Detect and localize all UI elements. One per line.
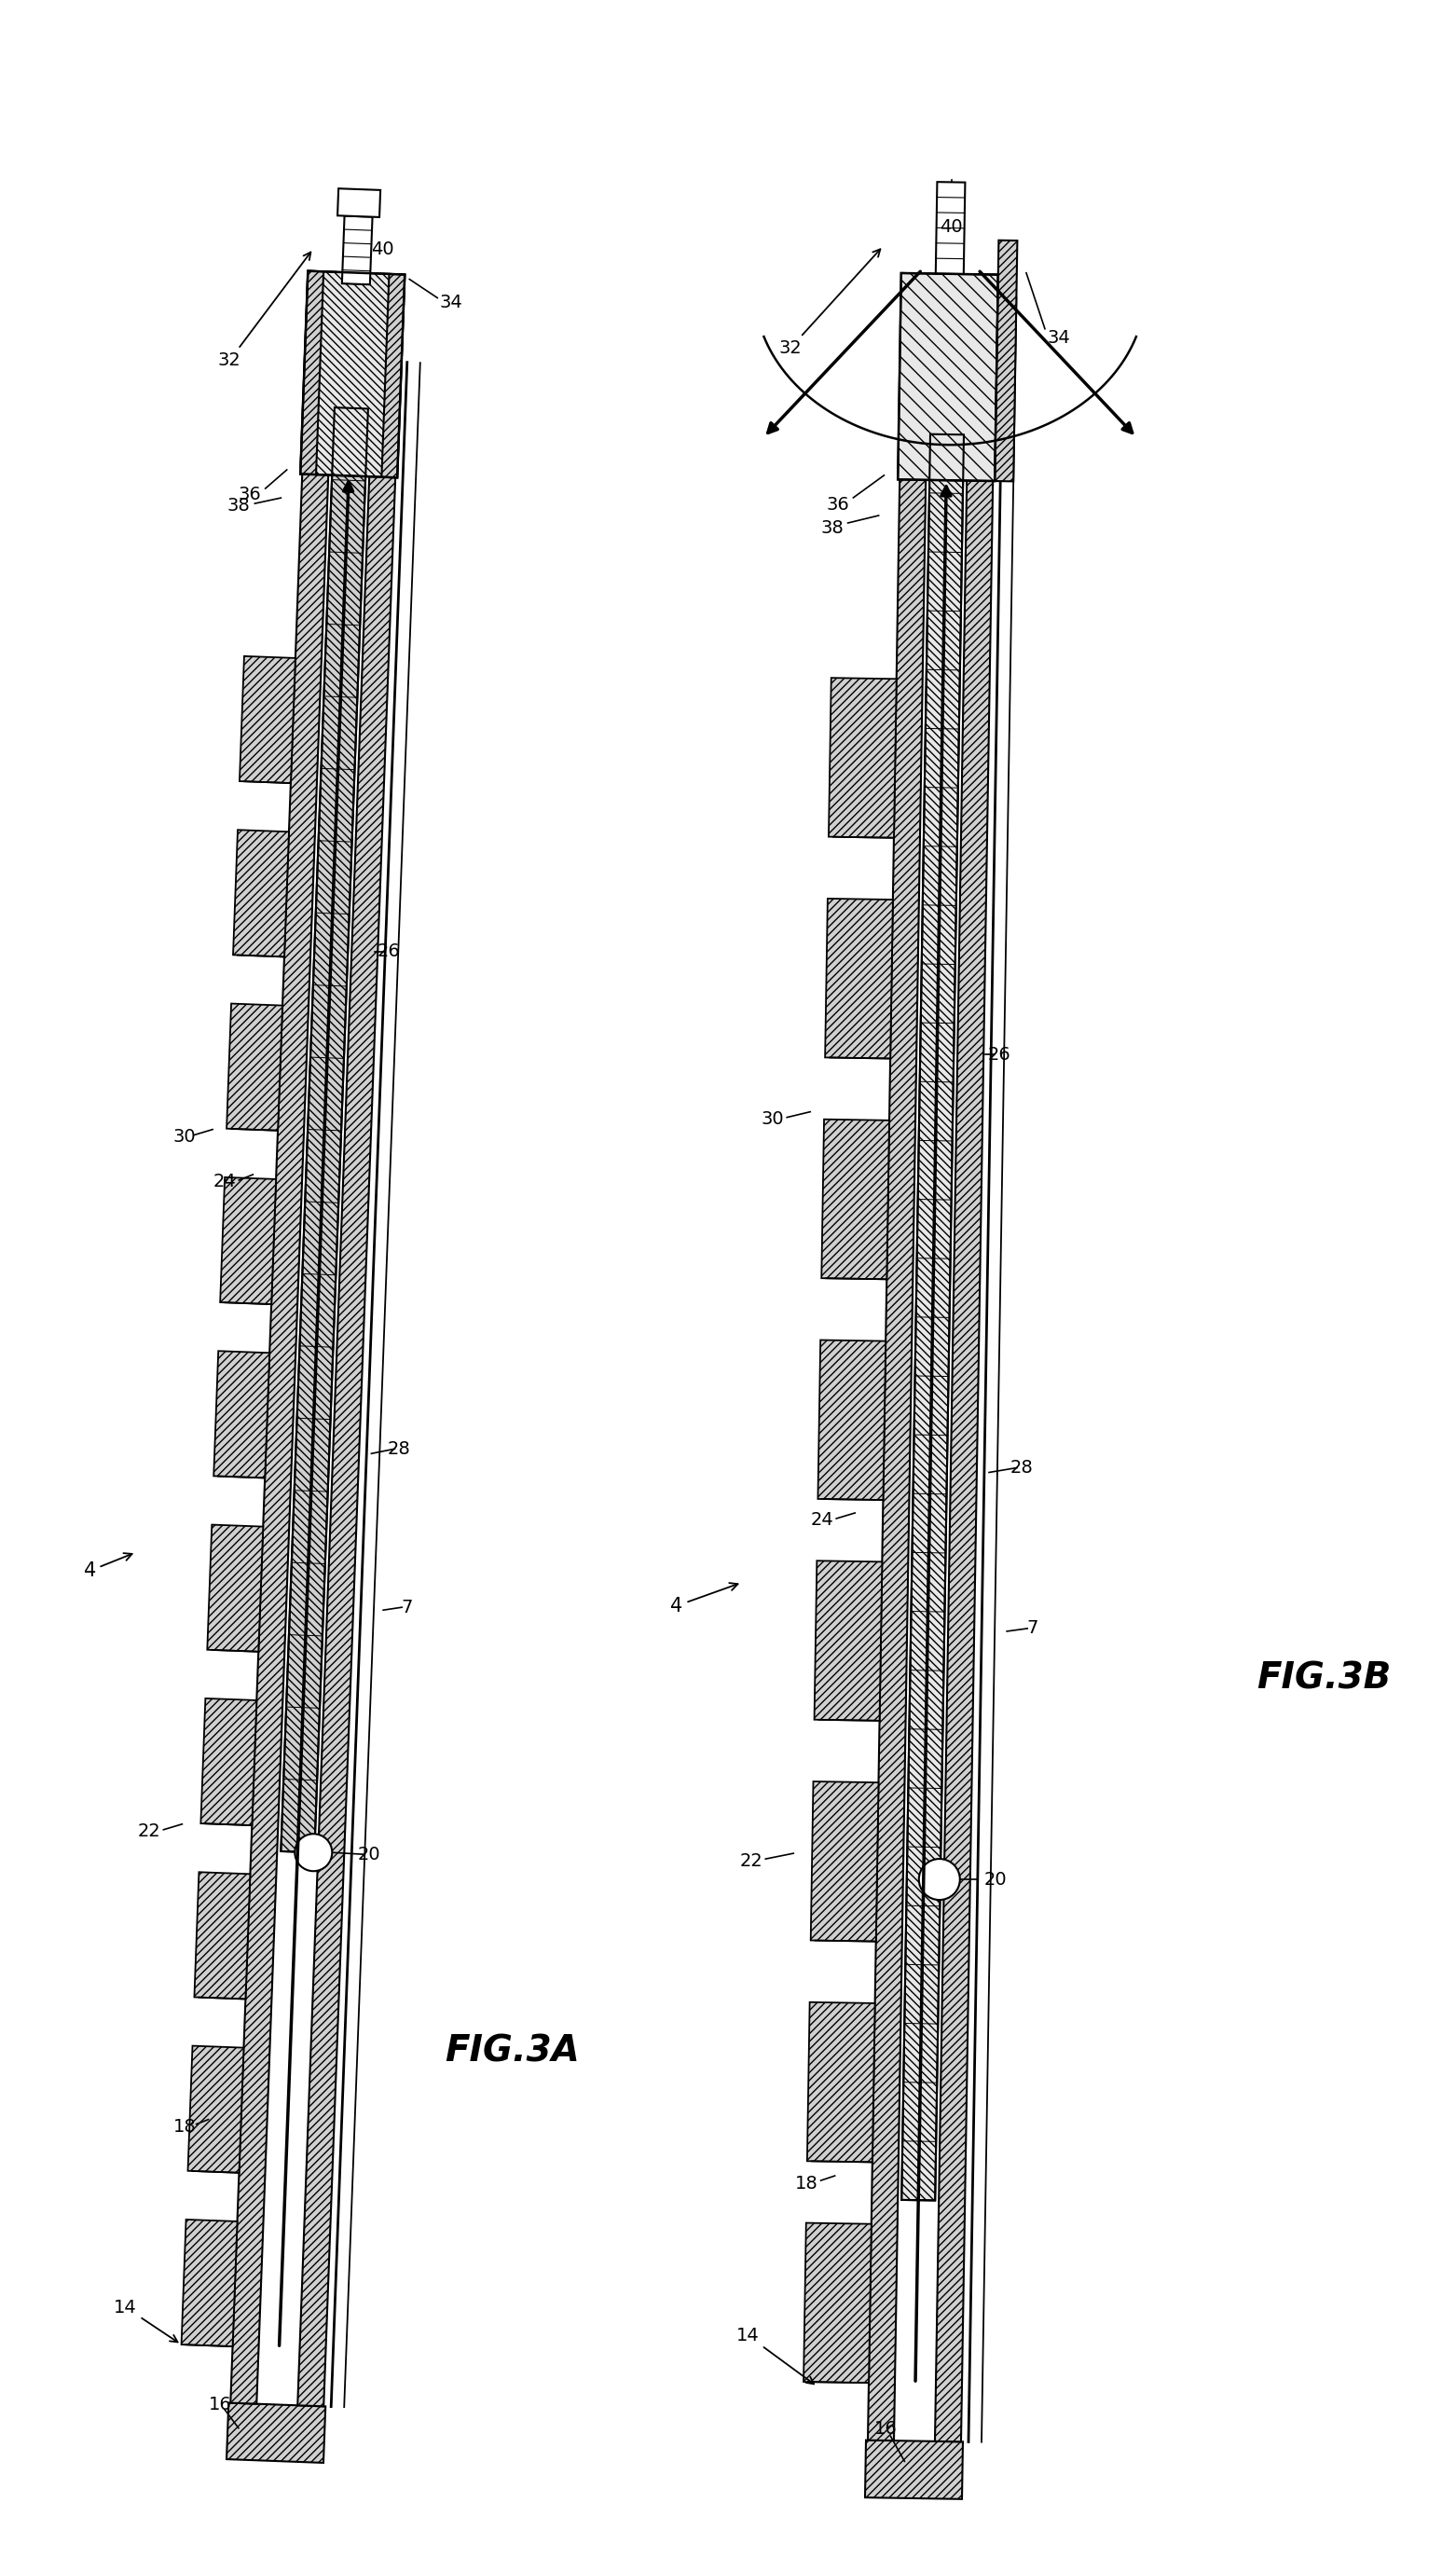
Polygon shape — [194, 1872, 250, 2000]
Text: 32: 32 — [218, 252, 310, 370]
Text: 40: 40 — [371, 242, 395, 260]
Polygon shape — [297, 273, 403, 2406]
Text: 14: 14 — [737, 2327, 814, 2383]
Text: 16: 16 — [875, 2419, 897, 2437]
Polygon shape — [338, 188, 380, 216]
Polygon shape — [342, 216, 373, 285]
Text: 26: 26 — [989, 1046, 1010, 1064]
Text: 4: 4 — [671, 1584, 738, 1615]
Polygon shape — [233, 830, 288, 956]
Polygon shape — [201, 1699, 256, 1825]
Text: 24: 24 — [811, 1512, 834, 1530]
Polygon shape — [807, 2003, 875, 2162]
Text: 34: 34 — [440, 293, 463, 311]
Polygon shape — [381, 275, 405, 478]
Polygon shape — [901, 434, 964, 2201]
Text: 30: 30 — [173, 1129, 197, 1147]
Text: 22: 22 — [138, 1823, 162, 1841]
Polygon shape — [814, 1561, 882, 1720]
Polygon shape — [868, 273, 929, 2440]
Polygon shape — [994, 239, 1018, 481]
Polygon shape — [239, 656, 296, 784]
Polygon shape — [220, 1178, 277, 1303]
Text: 16: 16 — [208, 2396, 232, 2414]
Polygon shape — [811, 1782, 878, 1941]
Polygon shape — [227, 2404, 326, 2463]
Text: 18: 18 — [795, 2175, 818, 2193]
Polygon shape — [936, 183, 965, 275]
Text: 22: 22 — [740, 1851, 763, 1869]
Text: 32: 32 — [779, 249, 881, 357]
Text: 30: 30 — [761, 1111, 785, 1129]
Text: 20: 20 — [358, 1846, 381, 1864]
Text: FIG.3B: FIG.3B — [1257, 1661, 1390, 1697]
Text: 38: 38 — [227, 496, 250, 514]
Circle shape — [294, 1833, 332, 1872]
Polygon shape — [865, 2440, 962, 2499]
Polygon shape — [935, 275, 996, 2442]
Polygon shape — [207, 1525, 264, 1651]
Text: 24: 24 — [214, 1172, 236, 1190]
Polygon shape — [894, 273, 970, 2442]
Text: 14: 14 — [114, 2298, 178, 2342]
Text: 28: 28 — [387, 1440, 411, 1458]
Polygon shape — [230, 270, 336, 2404]
Polygon shape — [828, 679, 897, 838]
Polygon shape — [821, 1118, 890, 1280]
Text: 36: 36 — [826, 496, 849, 514]
Polygon shape — [182, 2219, 237, 2347]
Text: 20: 20 — [984, 1872, 1006, 1887]
Polygon shape — [256, 273, 377, 2406]
Text: 18: 18 — [173, 2119, 197, 2137]
Text: 26: 26 — [377, 944, 400, 959]
Polygon shape — [804, 2224, 871, 2383]
Text: 40: 40 — [941, 219, 962, 237]
Polygon shape — [826, 900, 893, 1059]
Polygon shape — [188, 2047, 243, 2172]
Text: 28: 28 — [1010, 1458, 1034, 1476]
Polygon shape — [300, 270, 323, 476]
Text: 4: 4 — [83, 1553, 132, 1581]
Polygon shape — [300, 270, 405, 478]
Circle shape — [919, 1859, 960, 1900]
Text: 7: 7 — [1026, 1620, 1038, 1638]
Text: 7: 7 — [400, 1599, 412, 1617]
Text: 38: 38 — [821, 519, 843, 537]
Text: FIG.3A: FIG.3A — [446, 2034, 579, 2070]
Polygon shape — [227, 1003, 282, 1131]
Text: 36: 36 — [237, 486, 261, 504]
Polygon shape — [818, 1339, 885, 1499]
Text: 34: 34 — [1047, 329, 1070, 347]
Polygon shape — [898, 273, 999, 481]
Polygon shape — [281, 406, 368, 1854]
Polygon shape — [214, 1350, 269, 1478]
